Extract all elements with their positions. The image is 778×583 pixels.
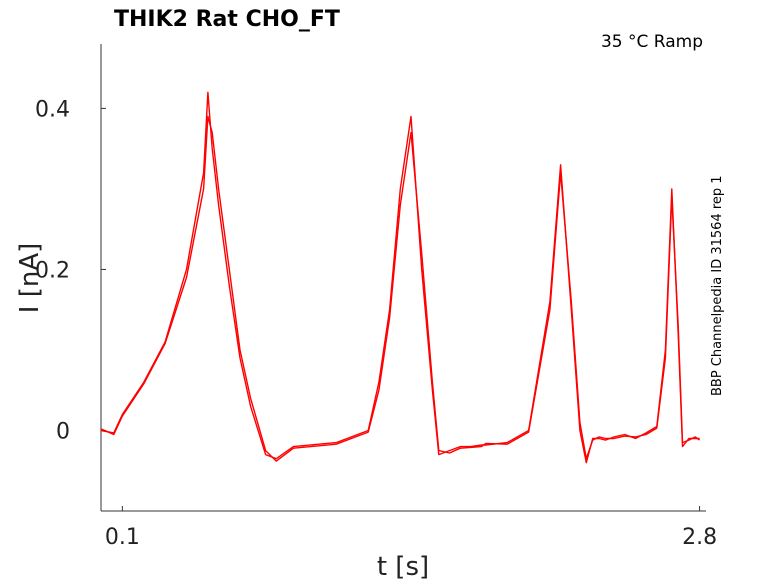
condition-label: 35 °C Ramp	[601, 32, 703, 52]
x-axis-label: t [s]	[377, 552, 429, 582]
y-tick-label: 0	[56, 419, 70, 444]
x-ticks: 0.1 2.8	[105, 506, 717, 550]
current-trace-2	[100, 115, 701, 462]
y-tick-label: 0.2	[35, 258, 70, 283]
current-trace-1	[100, 91, 700, 464]
x-tick-label: 0.1	[105, 525, 140, 550]
y-axis-label: I [nA]	[15, 243, 45, 313]
side-label: BBP Channelpedia ID 31564 rep 1	[710, 175, 725, 396]
x-tick-label: 2.8	[682, 525, 717, 550]
chart-title: THIK2 Rat CHO_FT	[114, 7, 340, 32]
y-ticks: 0 0.2 0.4	[35, 97, 106, 444]
current-traces	[100, 91, 701, 464]
y-tick-label: 0.4	[35, 97, 70, 122]
